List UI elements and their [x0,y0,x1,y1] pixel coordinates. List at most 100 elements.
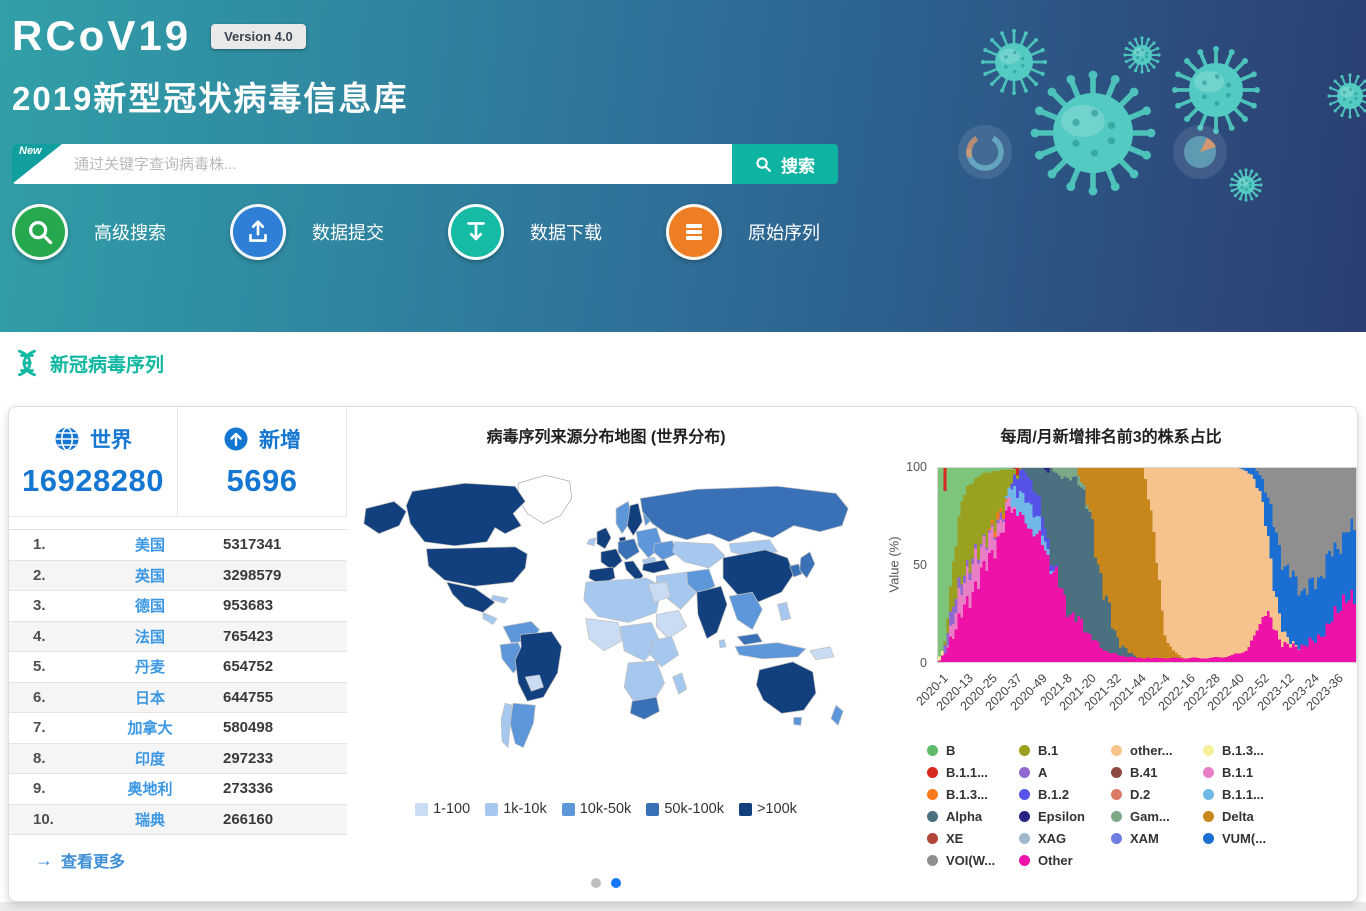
legend-label: Epsilon [1038,809,1085,824]
sequence-list-icon [666,204,722,260]
chart-legend-item[interactable]: Other [1019,853,1111,868]
legend-label: 50k-100k [664,801,724,817]
legend-label: Other [1038,853,1073,868]
country-link[interactable]: 德国 [134,598,165,616]
globe-icon [55,427,79,451]
chart-legend-item[interactable]: B.1.2 [1019,787,1111,802]
data-download-button[interactable]: 数据下载 [448,204,666,260]
legend-dot [1111,767,1122,778]
chart-legend-item[interactable]: VOI(W... [927,853,1019,868]
map-legend-item[interactable]: 50k-100k [646,801,724,817]
country-rank: 7. [33,719,46,737]
chart-legend-item[interactable]: XAM [1111,831,1203,846]
chart-legend-item[interactable]: B [927,743,1019,758]
world-total-value: 16928280 [22,463,164,498]
arrow-right-icon: → [35,849,53,870]
country-link[interactable]: 加拿大 [127,720,173,738]
country-rank: 10. [33,810,54,828]
map-legend-item[interactable]: >100k [738,801,797,817]
version-badge: Version 4.0 [211,23,306,49]
legend-dot [927,767,938,778]
country-link[interactable]: 印度 [134,750,165,768]
country-row: 10. 瑞典 266160 [9,804,347,835]
hero-banner: RCoV19 Version 4.0 2019新型冠状病毒信息库 New 搜索 [0,0,1366,332]
chart-legend-item[interactable]: B.1.3... [1203,743,1295,758]
stacked-area-chart[interactable] [937,467,1357,663]
chart-legend-item[interactable]: Gam... [1111,809,1203,824]
advanced-search-button[interactable]: 高级搜索 [12,204,230,260]
legend-label: B.1.2 [1038,787,1070,802]
world-total-stat: 世界 16928280 [9,407,178,517]
country-count: 953683 [223,597,274,615]
legend-label: Alpha [946,809,983,824]
chart-legend-item[interactable]: B.41 [1111,765,1203,780]
legend-dot [927,789,938,800]
map-legend-item[interactable]: 1k-10k [485,801,547,817]
chart-legend-item[interactable]: B.1 [1019,743,1111,758]
legend-dot [1019,745,1030,756]
country-link[interactable]: 美国 [134,537,165,555]
map-panel: 病毒序列来源分布地图 (世界分布) [347,407,865,901]
stats-row: 世界 16928280 新增 5696 [9,407,347,517]
chart-legend-item[interactable]: A [1019,765,1111,780]
chart-legend-item[interactable]: XAG [1019,831,1111,846]
map-legend: 1-100 1k-10k 10k-50k 50k-100k >100k [347,801,865,817]
chart-legend-item[interactable]: B.1.1 [1203,765,1295,780]
chart-legend-item[interactable]: XE [927,831,1019,846]
map-legend-item[interactable]: 1-100 [415,801,470,817]
y-tick-label: 50 [913,558,927,572]
legend-dot [1203,745,1214,756]
carousel-dot[interactable] [591,878,601,888]
legend-dot [927,855,938,866]
country-count: 765423 [223,627,274,645]
chart-legend-item[interactable]: VUM(... [1203,831,1295,846]
legend-label: XE [946,831,964,846]
country-link[interactable]: 英国 [134,567,165,585]
legend-label: B.1.1... [1222,787,1264,802]
legend-dot [1203,767,1214,778]
chart-legend-item[interactable]: B.1.1... [1203,787,1295,802]
legend-dot [1111,833,1122,844]
search-input[interactable] [12,144,732,184]
data-submit-button[interactable]: 数据提交 [230,204,448,260]
chart-legend-item[interactable]: Alpha [927,809,1019,824]
new-added-stat: 新增 5696 [178,407,347,517]
country-link[interactable]: 日本 [134,689,165,707]
country-row: 1. 美国 5317341 [9,530,347,561]
chart-legend-item[interactable]: B.1.3... [927,787,1019,802]
country-link[interactable]: 瑞典 [134,811,165,829]
legend-swatch [485,802,499,816]
x-axis-ticks: 2020-1 2020-13 2020-25 2020-37 2020-49 2021-8… [913,667,1357,739]
country-rank: 4. [33,627,46,645]
legend-label: D.2 [1130,787,1151,802]
raw-sequence-button[interactable]: 原始序列 [666,204,884,260]
download-icon [448,204,504,260]
carousel-dot-active[interactable] [611,878,621,888]
legend-swatch [415,802,429,816]
map-legend-item[interactable]: 10k-50k [561,801,632,817]
virus-decoration [958,28,1366,202]
chart-legend-item[interactable]: Delta [1203,809,1295,824]
country-link[interactable]: 法国 [134,628,165,646]
map-region [517,474,573,524]
country-row: 8. 印度 297233 [9,743,347,774]
view-more-link[interactable]: → 查看更多 [35,849,126,872]
country-link[interactable]: 丹麦 [134,659,165,677]
world-choropleth-map[interactable] [354,453,859,791]
country-ranking-list: 1. 美国 5317341 2. 英国 3298579 3. 德国 953683 4. 法国 7654… [9,529,347,835]
legend-label: Gam... [1130,809,1170,824]
legend-dot [927,745,938,756]
chart-legend-item[interactable]: B.1.1... [927,765,1019,780]
y-tick-label: 0 [920,656,927,670]
country-link[interactable]: 奥地利 [127,781,173,799]
chart-legend-item[interactable]: Epsilon [1019,809,1111,824]
legend-label: B.1.3... [946,787,988,802]
legend-label: B.1.1 [1222,765,1254,780]
chart-legend-item[interactable]: D.2 [1111,787,1203,802]
country-rank: 3. [33,597,46,615]
hero-title-row: RCoV19 Version 4.0 [12,12,1366,60]
chart-legend-item[interactable]: other... [1111,743,1203,758]
legend-label: 10k-50k [579,801,632,817]
search-button[interactable]: 搜索 [732,144,838,184]
legend-label: A [1038,765,1048,780]
